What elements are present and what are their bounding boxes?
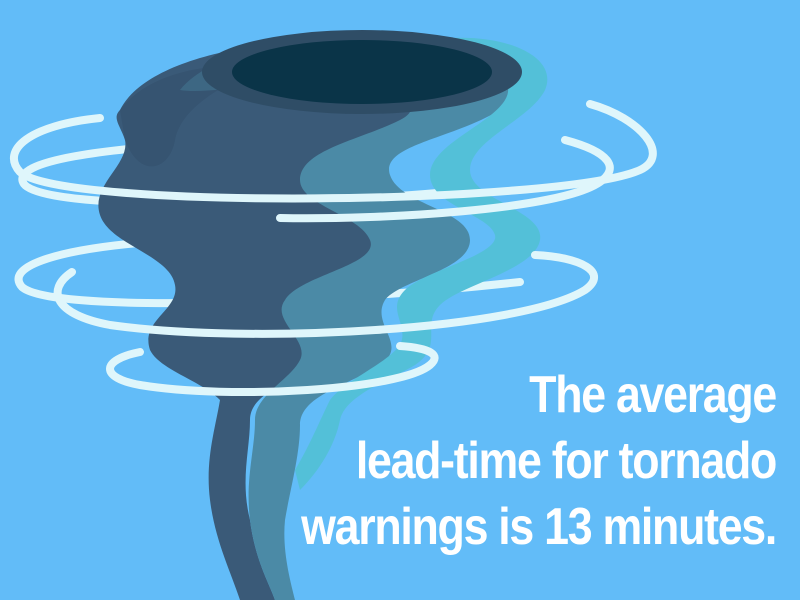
funnel-mid	[180, 34, 524, 600]
wind-rings-front	[10, 100, 657, 397]
wind-ring-front-1	[10, 100, 657, 203]
lead-time-caption: The average lead-time for tornado warnin…	[260, 362, 777, 560]
caption-line-3: warnings is 13 minutes.	[301, 498, 777, 556]
funnel-eye-inner	[232, 40, 492, 104]
caption-line-2: lead-time for tornado	[355, 432, 777, 490]
wind-ring-front-4	[106, 342, 439, 397]
wind-ring-front-3	[53, 251, 598, 338]
caption-line-1: The average	[529, 366, 777, 424]
funnel-shadow-band	[120, 66, 260, 167]
wind-ring-front-2	[276, 136, 614, 223]
funnel-light	[295, 37, 548, 491]
